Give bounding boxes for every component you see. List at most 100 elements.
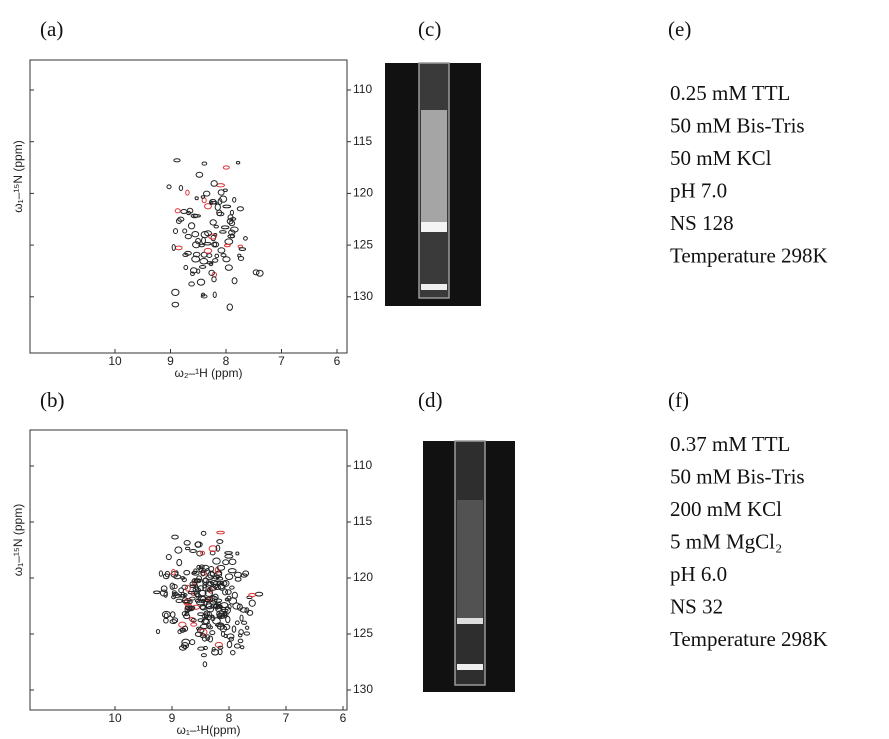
peak: [191, 230, 200, 238]
x-tick-label: 7: [278, 354, 285, 368]
peak: [210, 180, 218, 187]
peak: [187, 222, 196, 230]
peak: [205, 580, 215, 588]
peak: [209, 219, 217, 226]
peak: [248, 592, 256, 598]
peak: [158, 570, 164, 577]
spectrum: 10 9 8 7 6 110 115 120 125 130 ω₁–¹H(ppm) ω₁–¹⁵N (p…: [11, 429, 373, 737]
peak: [203, 190, 211, 197]
peak: [171, 568, 176, 576]
peak: [202, 661, 208, 668]
peak: [222, 188, 228, 192]
peak: [209, 550, 216, 556]
peak: [213, 575, 220, 580]
peak: [220, 225, 230, 230]
peak: [169, 611, 176, 618]
tube-photo: [385, 62, 481, 306]
peak: [183, 613, 191, 620]
peak: [174, 546, 183, 554]
peak: [230, 217, 237, 221]
peak: [201, 564, 210, 572]
x-tick-label: 7: [283, 711, 290, 725]
condition-line: 50 mM KCl: [670, 146, 772, 170]
peak: [233, 643, 241, 649]
peak: [203, 242, 212, 246]
peak: [209, 630, 216, 636]
peak: [238, 247, 247, 251]
x-tick-label: 6: [334, 354, 341, 368]
peak: [244, 625, 250, 630]
peak: [191, 570, 200, 576]
peak: [222, 579, 230, 587]
peak: [163, 591, 168, 598]
peak: [171, 288, 180, 297]
peak: [193, 579, 202, 584]
y-tick-label: 130: [353, 289, 373, 303]
condition-line: NS 32: [670, 594, 723, 618]
x-tick-label: 8: [226, 711, 233, 725]
peak: [217, 189, 225, 196]
peak: [215, 606, 222, 613]
peak: [228, 636, 234, 642]
peak: [226, 640, 233, 649]
peak: [191, 578, 199, 584]
x-tick-label: 9: [167, 354, 174, 368]
peak: [225, 589, 232, 595]
peak: [173, 158, 181, 163]
peak: [212, 258, 219, 263]
condition-line: Temperature 298K: [670, 627, 828, 651]
peak: [198, 589, 207, 597]
condition-line: 0.37 mM TTL: [670, 432, 790, 456]
x-tick-label: 10: [108, 711, 122, 725]
peak: [178, 587, 184, 594]
peak: [228, 558, 237, 566]
peak: [201, 161, 208, 166]
peak: [160, 585, 168, 593]
peak: [214, 570, 223, 579]
peak: [228, 597, 238, 605]
peak: [192, 251, 201, 258]
peak: [189, 596, 196, 601]
plot-frame: [29, 429, 348, 711]
peak: [198, 243, 205, 248]
peak: [172, 593, 182, 598]
peak: [192, 587, 201, 592]
peak: [199, 623, 209, 630]
peak: [171, 584, 178, 590]
peak: [236, 206, 244, 212]
peak: [208, 233, 217, 240]
peak: [242, 570, 250, 577]
peak: [183, 569, 191, 576]
peak: [210, 200, 218, 205]
peak: [176, 558, 183, 567]
condition-line: 50 mM Bis-Tris: [670, 113, 805, 137]
y-tick-label: 120: [353, 186, 373, 200]
peak: [199, 633, 206, 639]
peak: [182, 625, 189, 632]
peak: [170, 570, 179, 578]
peak: [200, 653, 207, 658]
peak: [206, 587, 212, 593]
peak: [169, 582, 175, 590]
peak: [229, 209, 235, 216]
peak: [208, 545, 218, 553]
peak: [184, 546, 191, 551]
peak: [188, 281, 195, 287]
condition-line: 200 mM KCl: [670, 497, 782, 521]
peak: [217, 247, 226, 254]
peak: [171, 534, 179, 540]
peak: [211, 241, 220, 248]
peak: [224, 264, 233, 271]
peak: [184, 605, 191, 614]
peak: [231, 625, 237, 633]
peak: [212, 291, 217, 298]
panel-label: (b): [40, 388, 65, 412]
peak: [196, 268, 201, 274]
tube-bottom: [457, 664, 483, 670]
y-tick-label: 110: [353, 458, 372, 472]
peak: [203, 247, 213, 254]
peak: [183, 540, 191, 546]
peak: [162, 573, 170, 580]
peak: [223, 633, 228, 639]
peak: [198, 595, 207, 604]
